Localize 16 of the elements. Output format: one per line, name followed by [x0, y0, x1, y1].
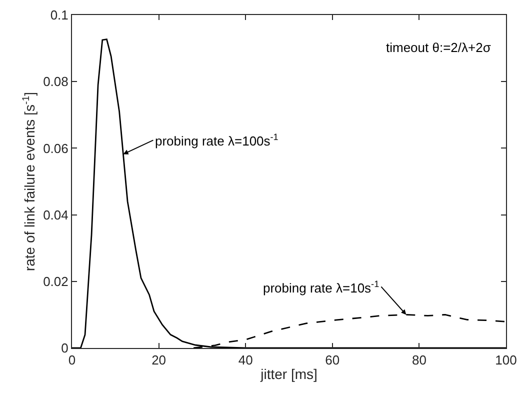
annotation: timeout θ:=2/λ+2σ [386, 40, 491, 55]
annotation: probing rate λ=10s$^{-1}$ [263, 279, 380, 296]
y-tick-label: 0 [61, 340, 68, 356]
y-tick-label: 0.08 [43, 74, 68, 90]
x-tick-label: 40 [238, 352, 253, 368]
y-tick-label: 0.04 [43, 207, 68, 222]
x-tick-label: 80 [412, 352, 426, 368]
x-tick-label: 60 [325, 352, 340, 368]
x-axis-title: jitter [ms] [260, 366, 318, 382]
x-tick-label: 100 [495, 352, 517, 368]
y-tick-label: 0.1 [50, 8, 68, 23]
line-series [72, 38, 506, 348]
y-tick-label: 0.02 [43, 274, 68, 289]
annotation: probing rate λ=100s$^{-1}$ [155, 132, 278, 148]
x-tick-label: 20 [152, 352, 166, 368]
y-tick-label: 0.06 [43, 140, 68, 156]
